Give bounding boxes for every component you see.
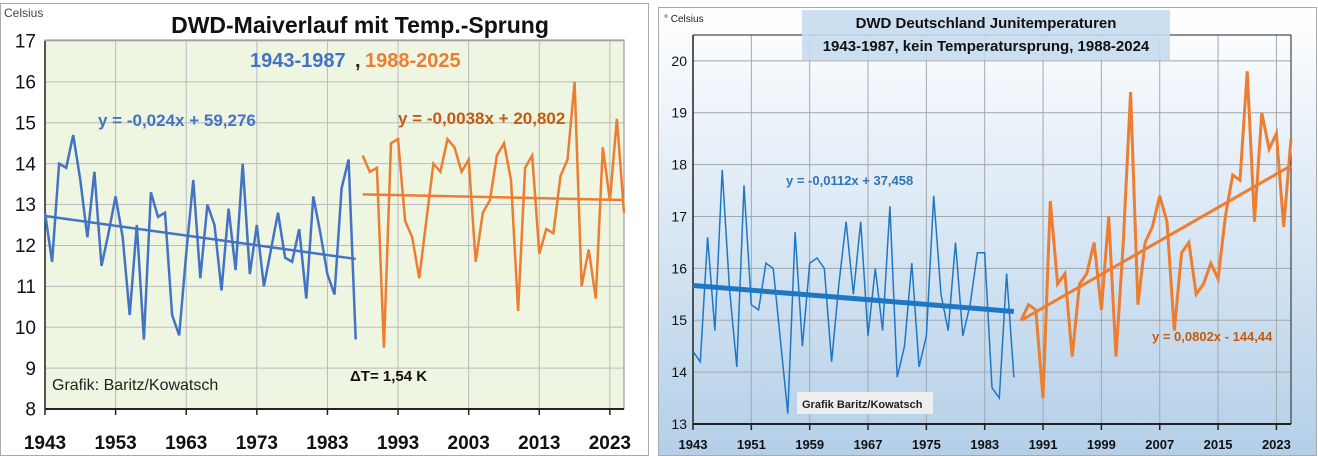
x-tick-label: 2007	[1145, 437, 1174, 452]
trend-equation-2: y = 0,0802x - 144,44	[1152, 329, 1273, 344]
y-tick-label: 12	[15, 236, 36, 257]
trend-line-2	[1020, 164, 1292, 322]
x-tick-label: 2023	[589, 433, 631, 454]
trend-equation-2: y = -0,0038x + 20,802	[398, 109, 565, 128]
y-tick-label: 8	[25, 400, 36, 421]
x-tick-label: 2013	[518, 433, 560, 454]
x-tick-label: 1951	[737, 437, 766, 452]
subtitle-separator: ,	[355, 50, 361, 72]
credit-box	[797, 392, 933, 414]
credit-label: Grafik: Baritz/Kowatsch	[52, 377, 218, 394]
y-tick-label: 13	[15, 195, 36, 216]
chart-frame	[658, 7, 1317, 456]
trend-equation-1: y = -0,0112x + 37,458	[786, 173, 913, 188]
y-tick-label: 18	[671, 157, 687, 173]
trend-equation-1: y = -0,024x + 59,276	[98, 111, 256, 130]
x-tick-label: 1967	[854, 437, 883, 452]
x-tick-label: 2015	[1204, 437, 1233, 452]
trend-line-1	[44, 214, 356, 261]
chart-subtitle: 1943-1987, kein Temperatursprung, 1988-2…	[823, 38, 1150, 55]
y-axis-label: ° Celsius	[664, 14, 704, 25]
x-tick-label: 1953	[94, 433, 136, 454]
x-tick-label: 1963	[165, 433, 207, 454]
x-tick-label: 1983	[970, 437, 999, 452]
x-tick-label: 1991	[1029, 437, 1058, 452]
subtitle-period-1: 1943-1987	[250, 50, 346, 72]
chart-title: DWD-Maiverlauf mit Temp.-Sprung	[171, 12, 549, 38]
subtitle-period-2: 1988-2025	[365, 50, 461, 72]
x-tick-label: 1993	[377, 433, 419, 454]
series-line-2	[1019, 71, 1293, 399]
delta-annotation: ΔT= 1,54 K	[350, 368, 427, 385]
chart-may: 1943 1953 1963 1973 1983 1993 2003 2013 2023 8 9 10…	[0, 3, 649, 456]
y-tick-label: 10	[15, 318, 36, 339]
x-tick-label: 1999	[1087, 437, 1116, 452]
y-tick-label: 17	[15, 32, 36, 53]
title-box	[802, 10, 1170, 60]
y-tick-label: 13	[671, 416, 687, 432]
x-tick-label: 1973	[236, 433, 278, 454]
x-tick-label: 2003	[448, 433, 490, 454]
credit-label: Grafik Baritz/Kowatsch	[802, 399, 923, 411]
x-tick-label: 1943	[679, 437, 708, 452]
y-tick-label: 17	[671, 208, 687, 224]
y-tick-label: 20	[671, 53, 687, 69]
x-tick-label: 1983	[306, 433, 348, 454]
y-axis-label: Celsius	[4, 6, 43, 20]
x-tick-label: 1959	[795, 437, 824, 452]
trend-line-1	[692, 283, 1015, 314]
y-tick-label: 14	[15, 154, 37, 175]
trend-line-2	[362, 193, 625, 202]
x-tick-label: 1975	[912, 437, 941, 452]
y-tick-label: 9	[25, 359, 36, 380]
y-tick-label: 16	[671, 260, 687, 276]
y-tick-label: 16	[15, 73, 36, 94]
y-tick-label: 15	[15, 113, 36, 134]
x-tick-label: 2023	[1262, 437, 1291, 452]
series-line-2	[361, 81, 626, 348]
chart-june: 1943 1951 1959 1967 1975 1983 1991 1999 2007 2015…	[658, 7, 1317, 456]
y-tick-label: 11	[16, 277, 36, 298]
plot-area	[44, 39, 625, 410]
y-tick-label: 15	[671, 312, 687, 328]
x-tick-label: 1943	[24, 433, 66, 454]
y-tick-label: 19	[671, 105, 687, 121]
y-tick-label: 14	[671, 364, 687, 380]
chart-title: DWD Deutschland Junitemperaturen	[856, 15, 1117, 32]
